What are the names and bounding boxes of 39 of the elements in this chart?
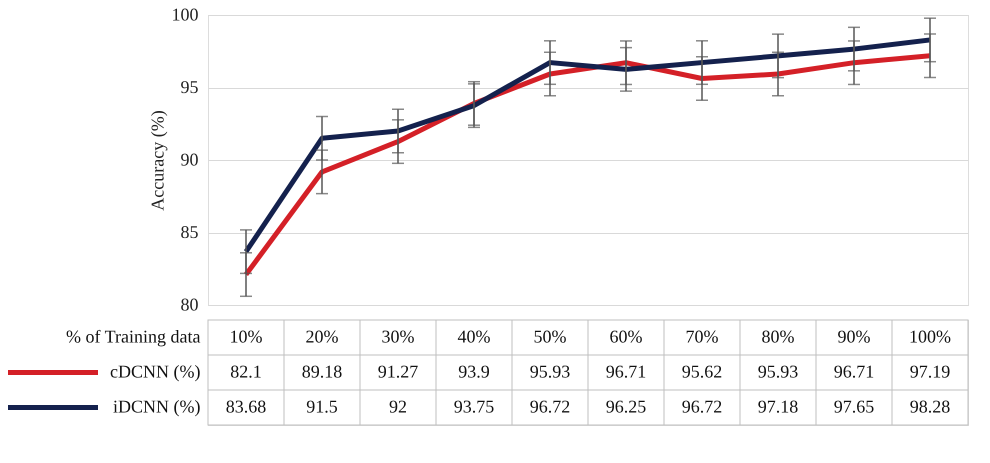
- data-label: 97.65: [834, 396, 874, 416]
- y-tick-label: 80: [180, 294, 198, 314]
- data-label: 93.9: [458, 362, 490, 382]
- data-label: 97.19: [910, 362, 950, 382]
- x-tick-label: 70%: [686, 326, 718, 346]
- data-label: 82.1: [230, 362, 262, 382]
- y-tick-label: 100: [172, 4, 198, 24]
- y-tick-label: 85: [180, 222, 198, 242]
- x-tick-label: 10%: [230, 326, 262, 346]
- x-tick-label: 60%: [610, 326, 642, 346]
- x-tick-label: 80%: [762, 326, 794, 346]
- data-label: 96.72: [682, 396, 722, 416]
- data-label: 95.93: [530, 362, 570, 382]
- data-label: 92: [389, 396, 407, 416]
- x-tick-label: 50%: [534, 326, 566, 346]
- data-label: 89.18: [302, 362, 342, 382]
- y-tick-label: 95: [180, 77, 198, 97]
- x-tick-label: 20%: [306, 326, 338, 346]
- data-label: 96.25: [606, 396, 646, 416]
- x-axis-title: % of Training data: [66, 326, 200, 346]
- data-label: 96.71: [834, 362, 874, 382]
- data-label: 91.5: [306, 396, 338, 416]
- y-tick-label: 90: [180, 150, 198, 170]
- data-label: 96.71: [606, 362, 646, 382]
- y-axis-title: Accuracy (%): [148, 110, 168, 211]
- data-label: 95.62: [682, 362, 722, 382]
- legend-label: cDCNN (%): [110, 362, 200, 382]
- data-label: 91.27: [378, 362, 418, 382]
- x-tick-label: 40%: [458, 326, 490, 346]
- data-label: 97.18: [758, 396, 798, 416]
- x-tick-label: 100%: [909, 326, 951, 346]
- x-tick-label: 90%: [838, 326, 870, 346]
- data-label: 93.75: [454, 396, 494, 416]
- data-label: 83.68: [226, 396, 266, 416]
- data-label: 96.72: [530, 396, 570, 416]
- data-label: 95.93: [758, 362, 798, 382]
- x-tick-label: 30%: [382, 326, 414, 346]
- data-label: 98.28: [910, 396, 950, 416]
- legend-label: iDCNN (%): [113, 396, 200, 416]
